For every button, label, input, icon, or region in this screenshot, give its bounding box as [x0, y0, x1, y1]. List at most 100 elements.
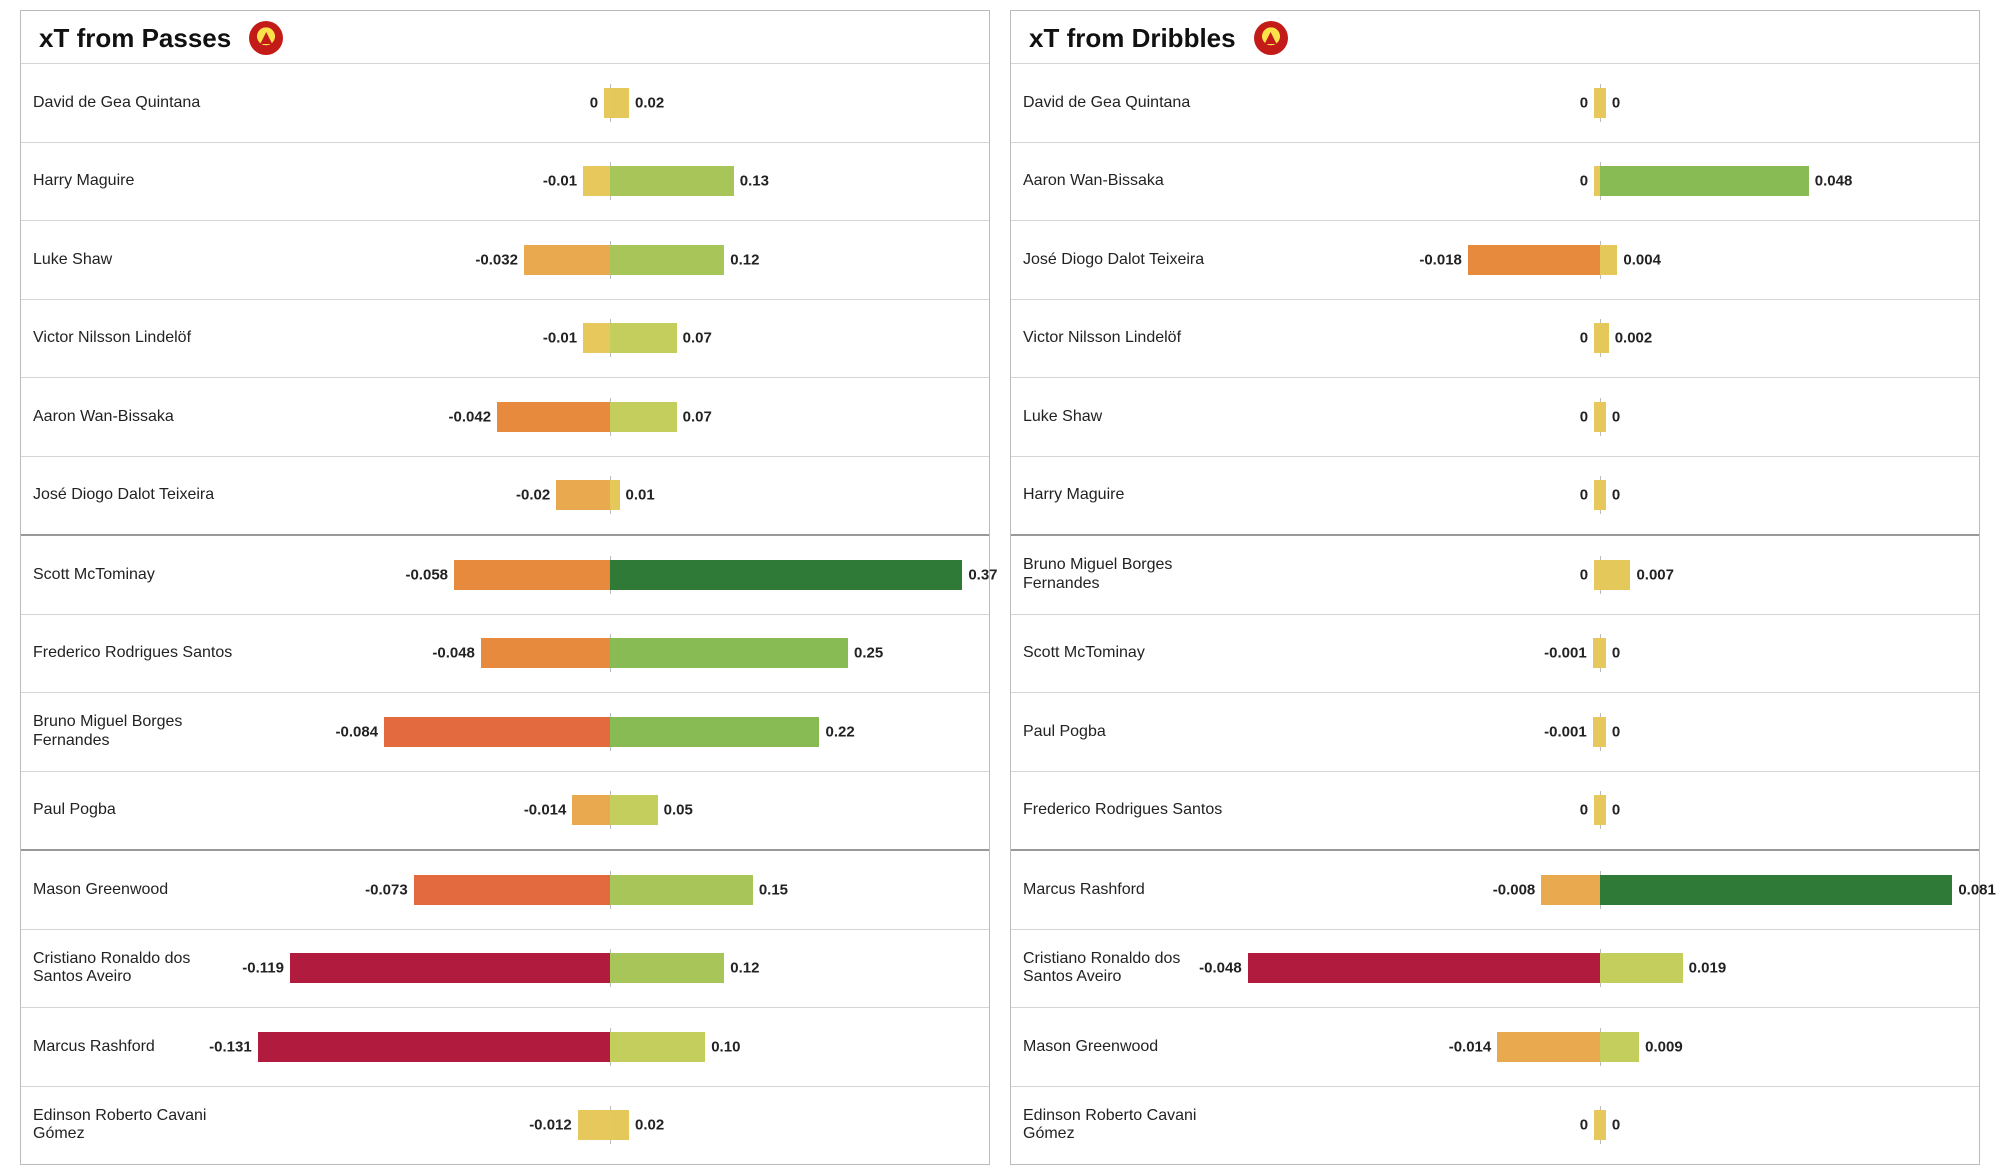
bar-negative	[578, 1110, 610, 1140]
chart-row: Scott McTominay-0.0580.37	[21, 534, 989, 614]
player-name: Paul Pogba	[33, 801, 243, 819]
value-negative: -0.01	[543, 173, 577, 190]
bar-area: 00	[1233, 84, 1967, 122]
chart-row: Luke Shaw00	[1011, 377, 1979, 456]
value-negative: -0.048	[432, 645, 475, 662]
team-logo-icon	[249, 21, 283, 55]
value-negative: -0.073	[365, 881, 408, 898]
player-name: Harry Maguire	[33, 172, 243, 190]
player-name: Victor Nilsson Lindelöf	[33, 329, 243, 347]
chart-row: Frederico Rodrigues Santos-0.0480.25	[21, 614, 989, 693]
player-name: Aaron Wan-Bissaka	[33, 408, 243, 426]
value-positive: 0.02	[635, 1117, 664, 1134]
value-positive: 0	[1612, 1117, 1620, 1134]
chart-row: Bruno Miguel Borges Fernandes00.007	[1011, 534, 1979, 614]
value-positive: 0	[1612, 487, 1620, 504]
panel-header: xT from Dribbles	[1011, 11, 1979, 63]
player-name: Bruno Miguel Borges Fernandes	[33, 713, 243, 750]
bar-area: 00	[1233, 476, 1967, 514]
bar-positive	[610, 88, 629, 118]
value-negative: -0.001	[1544, 723, 1587, 740]
value-positive: 0	[1612, 94, 1620, 111]
value-negative: -0.119	[242, 960, 284, 977]
bar-negative	[1593, 717, 1600, 747]
bar-negative	[1541, 875, 1600, 905]
value-positive: 0.15	[759, 881, 788, 898]
bar-area: -0.0140.05	[243, 791, 977, 829]
value-positive: 0.25	[854, 645, 883, 662]
bar-positive	[1600, 88, 1606, 118]
value-positive: 0.002	[1615, 330, 1653, 347]
bar-positive	[1600, 245, 1617, 275]
bar-negative	[583, 166, 610, 196]
bar-negative	[384, 717, 610, 747]
value-positive: 0.01	[626, 487, 655, 504]
chart-rows: David de Gea Quintana00.02Harry Maguire-…	[21, 63, 989, 1164]
bar-area: -0.010.13	[243, 162, 977, 200]
bar-positive	[1600, 717, 1606, 747]
value-negative: -0.012	[529, 1117, 572, 1134]
value-negative: -0.02	[516, 487, 550, 504]
bar-negative	[583, 323, 610, 353]
bar-positive	[610, 1032, 705, 1062]
value-positive: 0.05	[664, 802, 693, 819]
chart-row: Mason Greenwood-0.0140.009	[1011, 1007, 1979, 1086]
player-name: José Diogo Dalot Teixeira	[33, 486, 243, 504]
chart-row: Marcus Rashford-0.0080.081	[1011, 849, 1979, 929]
chart-row: José Diogo Dalot Teixeira -0.02 0.01	[21, 456, 989, 535]
chart-row: Cristiano Ronaldo dos Santos Aveiro-0.11…	[21, 929, 989, 1008]
chart-rows: David de Gea Quintana00Aaron Wan-Bissaka…	[1011, 63, 1979, 1164]
value-positive: 0.004	[1623, 251, 1661, 268]
bar-negative	[1468, 245, 1600, 275]
player-name: Scott McTominay	[1023, 644, 1233, 662]
bar-positive	[610, 1110, 629, 1140]
bar-area: -0.0480.019	[1233, 949, 1967, 987]
bar-area: -0.018 0.004	[1233, 241, 1967, 279]
value-positive: 0.07	[683, 330, 712, 347]
value-negative: -0.084	[336, 723, 379, 740]
bar-positive	[1600, 1110, 1606, 1140]
bar-positive	[610, 402, 677, 432]
value-negative: -0.131	[209, 1038, 252, 1055]
chart-row: Harry Maguire00	[1011, 456, 1979, 535]
player-name: Frederico Rodrigues Santos	[1023, 801, 1233, 819]
chart-row: Harry Maguire-0.010.13	[21, 142, 989, 221]
bar-negative	[454, 560, 610, 590]
bar-area: -0.1310.10	[243, 1028, 977, 1066]
value-positive: 0.12	[730, 251, 759, 268]
bar-negative	[290, 953, 610, 983]
player-name: Luke Shaw	[33, 251, 243, 269]
bar-positive	[1600, 560, 1630, 590]
value-positive: 0.07	[683, 408, 712, 425]
player-name: Bruno Miguel Borges Fernandes	[1023, 556, 1233, 593]
bar-positive	[1600, 166, 1809, 196]
player-name: Marcus Rashford	[1023, 881, 1233, 899]
bar-negative	[524, 245, 610, 275]
value-positive: 0	[1612, 645, 1620, 662]
chart-row: Marcus Rashford-0.1310.10	[21, 1007, 989, 1086]
player-name: Cristiano Ronaldo dos Santos Aveiro	[33, 950, 243, 987]
bar-area: -0.073 0.15	[243, 871, 977, 909]
player-name: Mason Greenwood	[33, 881, 243, 899]
bar-area: 00.002	[1233, 319, 1967, 357]
bar-positive	[610, 953, 724, 983]
bar-negative	[414, 875, 610, 905]
bar-area: -0.010.07	[243, 319, 977, 357]
chart-row: Aaron Wan-Bissaka00.048	[1011, 142, 1979, 221]
chart-row: David de Gea Quintana00.02	[21, 63, 989, 142]
value-negative: -0.018	[1419, 251, 1462, 268]
bar-negative	[481, 638, 610, 668]
bar-negative	[556, 480, 610, 510]
value-negative: -0.032	[475, 251, 518, 268]
value-negative: -0.001	[1544, 645, 1587, 662]
chart-row: Edinson Roberto Cavani Gómez-0.0120.02	[21, 1086, 989, 1165]
value-negative: 0	[1580, 487, 1588, 504]
value-positive: 0.007	[1636, 566, 1674, 583]
player-name: Victor Nilsson Lindelöf	[1023, 329, 1233, 347]
value-negative: -0.048	[1199, 960, 1242, 977]
bar-area: -0.0840.22	[243, 713, 977, 751]
panel-dribbles: xT from Dribbles David de Gea Quintana00…	[1010, 10, 1980, 1165]
value-positive: 0.081	[1958, 881, 1996, 898]
bar-positive	[610, 560, 962, 590]
bar-area: -0.1190.12	[243, 949, 977, 987]
